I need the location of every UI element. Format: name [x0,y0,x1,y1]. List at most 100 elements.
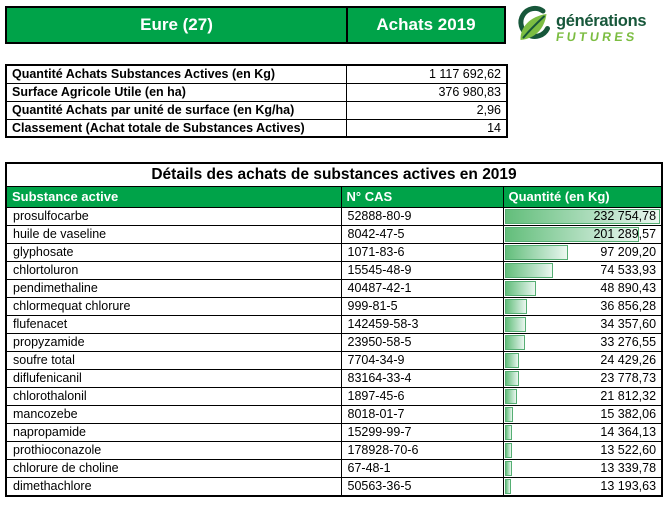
quantity-value: 21 812,32 [600,388,657,403]
quantity-databar [504,244,569,260]
quantity-value: 15 382,06 [600,406,657,421]
cas-number-cell: 67-48-1 [340,458,504,478]
quantity-cell: 13 339,78 [502,458,663,478]
summary-label: Quantité Achats Substances Actives (en K… [5,64,347,84]
quantity-databar [504,262,553,278]
period-title: Achats 2019 [348,8,504,42]
quantity-value: 14 364,13 [600,424,657,439]
substance-cell: flufenacet [5,314,342,334]
quantity-cell: 48 890,43 [502,278,663,298]
quantity-databar [504,334,526,350]
substance-cell: chlormequat chlorure [5,296,342,316]
summary-row: Quantité Achats Substances Actives (en K… [5,64,508,84]
substance-cell: chlortoluron [5,260,342,280]
details-header-row: Substance active N° CAS Quantité (en Kg) [5,185,663,208]
substance-cell: napropamide [5,422,342,442]
logo-text-futures: FUTURES [555,29,639,44]
quantity-databar [504,424,513,440]
quantity-databar [504,478,512,494]
quantity-value: 201 289,57 [593,226,657,241]
table-row: diflufenicanil 83164-33-4 23 778,73 [5,368,663,388]
logo-text-generations: générations [556,12,647,30]
cas-number-cell: 1897-45-6 [340,386,504,406]
cas-number-cell: 8018-01-7 [340,404,504,424]
substance-cell: diflufenicanil [5,368,342,388]
substance-cell: chlorothalonil [5,386,342,406]
details-title-row: Détails des achats de substances actives… [5,162,663,187]
substance-cell: prosulfocarbe [5,206,342,226]
quantity-databar [504,406,513,422]
quantity-value: 97 209,20 [600,244,657,259]
table-row: mancozebe 8018-01-7 15 382,06 [5,404,663,424]
generations-futures-logo: générations FUTURES [513,4,663,53]
summary-value: 1 117 692,62 [345,64,508,84]
quantity-value: 36 856,28 [600,298,657,313]
table-row: propyzamide 23950-58-5 33 276,55 [5,332,663,352]
quantity-databar [504,460,512,476]
quantity-databar [504,226,639,242]
summary-label: Classement (Achat totale de Substances A… [5,118,347,138]
cas-number-cell: 178928-70-6 [340,440,504,460]
column-header-cas: N° CAS [340,185,504,208]
table-row: chlorothalonil 1897-45-6 21 812,32 [5,386,663,406]
details-table: Détails des achats de substances actives… [5,162,664,497]
quantity-value: 23 778,73 [600,370,657,385]
quantity-databar [504,442,512,458]
table-row: prothioconazole 178928-70-6 13 522,60 [5,440,663,460]
summary-label: Surface Agricole Utile (en ha) [5,82,347,102]
cas-number-cell: 142459-58-3 [340,314,504,334]
column-header-quantity: Quantité (en Kg) [502,185,663,208]
table-row: chlortoluron 15545-48-9 74 533,93 [5,260,663,280]
cas-number-cell: 40487-42-1 [340,278,504,298]
quantity-cell: 15 382,06 [502,404,663,424]
quantity-databar [504,298,528,314]
quantity-databar [504,208,661,224]
table-row: soufre total 7704-34-9 24 429,26 [5,350,663,370]
department-header: Eure (27) Achats 2019 [5,6,506,44]
leaf-swirl-icon [513,4,553,53]
quantity-value: 48 890,43 [600,280,657,295]
cas-number-cell: 83164-33-4 [340,368,504,388]
summary-row: Quantité Achats par unité de surface (en… [5,100,508,120]
quantity-value: 74 533,93 [600,262,657,277]
substance-cell: dimethachlore [5,476,342,496]
table-row: flufenacet 142459-58-3 34 357,60 [5,314,663,334]
cas-number-cell: 15299-99-7 [340,422,504,442]
quantity-cell: 24 429,26 [502,350,663,370]
quantity-cell: 74 533,93 [502,260,663,280]
summary-row: Surface Agricole Utile (en ha) 376 980,8… [5,82,508,102]
substance-cell: mancozebe [5,404,342,424]
quantity-cell: 23 778,73 [502,368,663,388]
quantity-value: 33 276,55 [600,334,657,349]
quantity-databar [504,370,519,386]
cas-number-cell: 1071-83-6 [340,242,504,262]
quantity-value: 34 357,60 [600,316,657,331]
column-header-substance: Substance active [5,185,342,208]
quantity-databar [504,280,536,296]
table-row: napropamide 15299-99-7 14 364,13 [5,422,663,442]
quantity-cell: 36 856,28 [502,296,663,316]
cas-number-cell: 7704-34-9 [340,350,504,370]
table-row: prosulfocarbe 52888-80-9 232 754,78 [5,206,663,226]
cas-number-cell: 50563-36-5 [340,476,504,496]
quantity-databar [504,316,526,332]
substance-cell: propyzamide [5,332,342,352]
quantity-value: 13 522,60 [600,442,657,457]
substance-cell: soufre total [5,350,342,370]
quantity-cell: 14 364,13 [502,422,663,442]
summary-row: Classement (Achat totale de Substances A… [5,118,508,138]
table-row: glyphosate 1071-83-6 97 209,20 [5,242,663,262]
quantity-cell: 97 209,20 [502,242,663,262]
table-row: chlorure de choline 67-48-1 13 339,78 [5,458,663,478]
quantity-value: 24 429,26 [600,352,657,367]
substance-cell: huile de vaseline [5,224,342,244]
quantity-cell: 13 522,60 [502,440,663,460]
logo-wordmark: générations FUTURES [555,12,647,44]
cas-number-cell: 15545-48-9 [340,260,504,280]
summary-table: Quantité Achats Substances Actives (en K… [5,64,508,138]
details-title: Détails des achats de substances actives… [5,162,663,187]
substance-cell: chlorure de choline [5,458,342,478]
quantity-databar [504,352,520,368]
details-table-body: prosulfocarbe 52888-80-9 232 754,78 huil… [5,206,663,496]
summary-value: 2,96 [345,100,508,120]
